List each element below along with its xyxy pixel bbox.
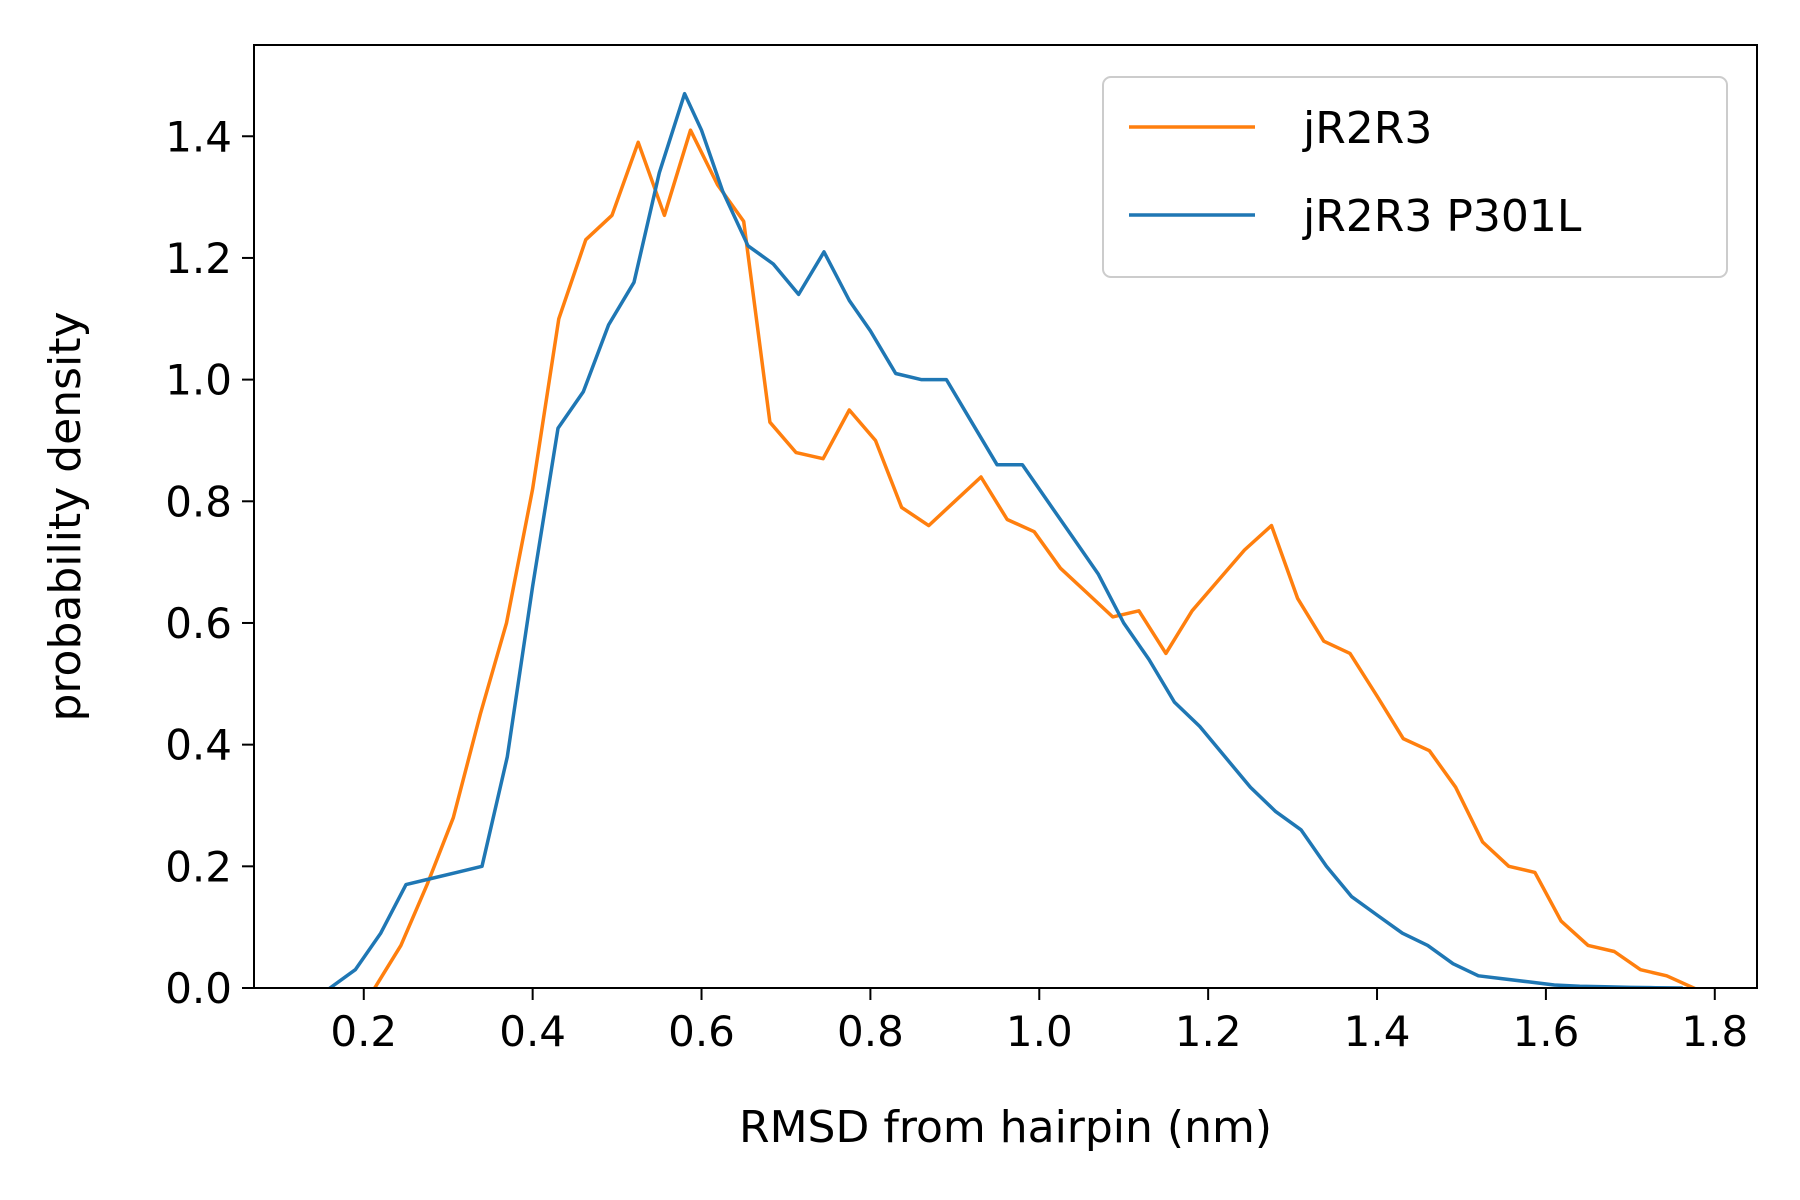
y-axis: 0.0 0.2 0.4 0.6 0.8 1.0 1.2 1.4 [165,112,254,1013]
y-tick-label: 1.2 [165,234,232,283]
y-tick-label: 0.2 [165,842,232,891]
x-tick-label: 1.4 [1344,1007,1411,1056]
x-tick-label: 1.0 [1006,1007,1073,1056]
x-tick-label: 0.6 [668,1007,735,1056]
plot-frame [253,44,1758,989]
legend-box [1102,76,1728,278]
x-tick-label: 1.6 [1513,1007,1580,1056]
y-tick-label: 0.8 [165,477,232,526]
x-tick-label: 0.8 [837,1007,904,1056]
legend-label: jR2R3 P301L [1302,191,1582,242]
x-tick-label: 0.2 [330,1007,397,1056]
x-tick-label: 1.2 [1175,1007,1242,1056]
x-tick-label: 1.8 [1681,1007,1748,1056]
y-tick-label: 1.4 [165,112,232,161]
y-axis-title: probability density [40,311,91,721]
legend: jR2R3 jR2R3 P301L [1102,76,1728,278]
y-tick-label: 0.6 [165,599,232,648]
x-axis: 0.2 0.4 0.6 0.8 1.0 1.2 1.4 1.6 1.8 [330,988,1748,1056]
y-tick-label: 1.0 [165,356,232,405]
legend-label: jR2R3 [1302,103,1432,154]
y-tick-label: 0.4 [165,721,232,770]
series-line-1 [372,128,1697,988]
y-tick-label: 0.0 [165,964,232,1013]
series-layer [327,91,1697,988]
x-tick-label: 0.4 [499,1007,566,1056]
series-line-2 [327,91,1683,988]
x-axis-title: RMSD from hairpin (nm) [739,1102,1272,1153]
